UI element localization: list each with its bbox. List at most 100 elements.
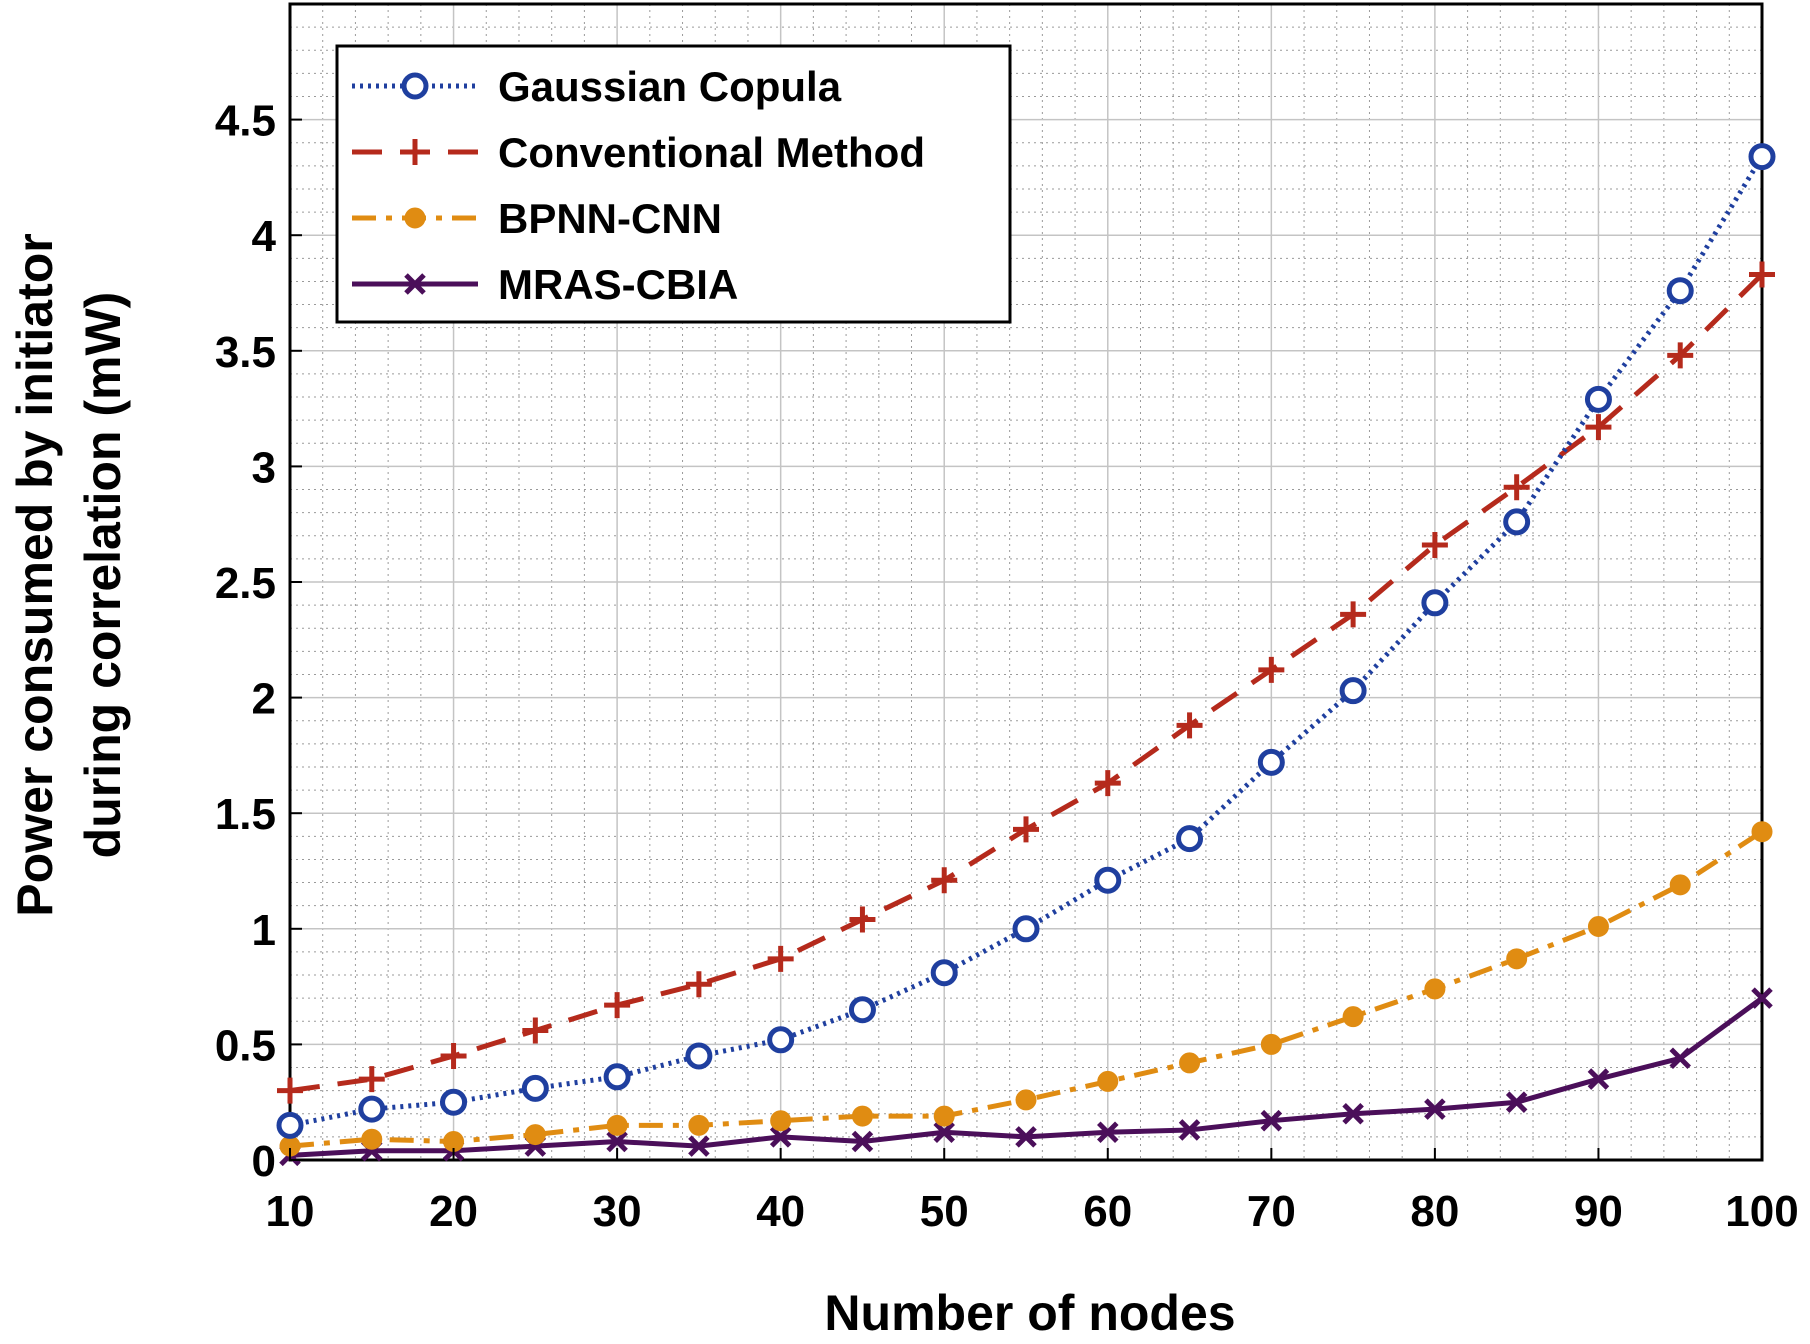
data-point-bpnn-cnn: [524, 1124, 546, 1146]
data-point-bpnn-cnn: [1669, 874, 1691, 896]
legend-entry-bpnn-cnn: BPNN-CNN: [352, 195, 722, 242]
x-tick-label: 20: [429, 1187, 478, 1236]
data-point-mras-cbia: [1587, 1068, 1610, 1090]
data-point-conventional-method: [440, 1042, 467, 1069]
data-point-bpnn-cnn: [1015, 1089, 1037, 1111]
data-point-gaussian-copula: [1012, 915, 1040, 943]
legend-label-gaussian-copula: Gaussian Copula: [498, 63, 842, 110]
data-point-bpnn-cnn: [1506, 948, 1528, 970]
y-tick-label: 1.5: [215, 790, 276, 839]
data-point-conventional-method: [849, 906, 876, 933]
data-point-bpnn-cnn: [1179, 1052, 1201, 1074]
data-point-gaussian-copula: [1748, 143, 1776, 171]
data-point-gaussian-copula: [1584, 385, 1612, 413]
x-tick-label: 100: [1725, 1187, 1798, 1236]
x-axis-label: Number of nodes: [824, 1285, 1235, 1341]
data-point-conventional-method: [1258, 656, 1285, 683]
data-point-gaussian-copula: [603, 1063, 631, 1091]
data-point-conventional-method: [277, 1077, 303, 1104]
x-tick-label: 90: [1574, 1187, 1623, 1236]
data-point-bpnn-cnn: [770, 1110, 792, 1132]
data-point-mras-cbia: [769, 1126, 792, 1148]
legend-entry-mras-cbia: MRAS-CBIA: [352, 261, 738, 308]
series-layer: [276, 143, 1776, 1167]
y-tick-label: 0: [252, 1137, 276, 1186]
data-point-gaussian-copula: [1666, 277, 1694, 305]
y-tick-label: 2.5: [215, 559, 276, 608]
x-tick-label: 70: [1247, 1187, 1296, 1236]
y-tick-label: 3: [252, 443, 276, 492]
data-point-gaussian-copula: [1339, 677, 1367, 705]
data-point-mras-cbia: [1260, 1109, 1283, 1132]
data-point-conventional-method: [522, 1017, 549, 1044]
data-point-bpnn-cnn: [1751, 821, 1773, 843]
data-point-gaussian-copula: [276, 1111, 304, 1139]
data-point-gaussian-copula: [1257, 748, 1285, 776]
data-point-mras-cbia: [1669, 1047, 1691, 1070]
data-point-gaussian-copula: [521, 1074, 549, 1102]
data-point-conventional-method: [604, 992, 631, 1019]
data-point-mras-cbia: [688, 1135, 710, 1157]
series-conventional-method: [277, 261, 1775, 1104]
data-point-conventional-method: [1585, 414, 1612, 441]
legend-entry-conventional-method: Conventional Method: [352, 129, 925, 176]
legend-label-mras-cbia: MRAS-CBIA: [498, 261, 738, 308]
series-line-conventional-method: [289, 272, 1764, 1094]
x-tick-label: 40: [756, 1187, 805, 1236]
legend-marker-conventional-method: [402, 139, 428, 165]
legend-marker-mras-cbia: [404, 273, 426, 295]
data-point-conventional-method: [1094, 770, 1121, 797]
data-point-bpnn-cnn: [933, 1105, 955, 1127]
data-point-mras-cbia: [606, 1130, 628, 1153]
series-line-mras-cbia: [289, 996, 1764, 1158]
data-point-conventional-method: [1503, 474, 1530, 501]
data-point-mras-cbia: [851, 1130, 874, 1153]
data-point-mras-cbia: [1015, 1126, 1037, 1148]
data-point-gaussian-copula: [767, 1026, 795, 1054]
legend-marker-gaussian-copula: [401, 72, 429, 100]
data-point-gaussian-copula: [1421, 589, 1449, 617]
legend-entry-gaussian-copula: Gaussian Copula: [352, 63, 842, 110]
data-point-conventional-method: [1176, 712, 1203, 739]
data-point-conventional-method: [1340, 601, 1367, 628]
legend-box: [335, 44, 1012, 324]
x-tick-label: 30: [593, 1187, 642, 1236]
data-point-bpnn-cnn: [361, 1128, 383, 1150]
data-point-conventional-method: [931, 867, 958, 894]
data-point-gaussian-copula: [685, 1042, 713, 1070]
data-point-mras-cbia: [1424, 1098, 1446, 1120]
data-point-conventional-method: [767, 945, 794, 972]
y-tick-label: 1: [252, 906, 276, 955]
x-tick-label: 50: [920, 1187, 969, 1236]
series-bpnn-cnn: [279, 821, 1773, 1157]
y-axis-label: Power consumed by initiator during corre…: [7, 233, 131, 916]
y-axis-label-line-1: Power consumed by initiator: [7, 233, 63, 916]
data-point-conventional-method: [1749, 261, 1775, 288]
data-point-bpnn-cnn: [1097, 1070, 1119, 1092]
data-point-mras-cbia: [1505, 1091, 1528, 1113]
y-axis-ticks: 0 0.5 1 1.5 2 2.5 3 3.5 4 4.5: [215, 97, 302, 1186]
x-tick-label: 10: [266, 1187, 315, 1236]
y-tick-label: 0.5: [215, 1021, 276, 1070]
data-point-mras-cbia: [1178, 1119, 1201, 1141]
data-point-bpnn-cnn: [851, 1105, 873, 1127]
data-point-conventional-method: [358, 1066, 385, 1093]
data-point-mras-cbia: [1751, 987, 1773, 1009]
data-point-conventional-method: [1421, 532, 1448, 559]
legend-marker-bpnn-cnn: [404, 207, 426, 229]
data-point-bpnn-cnn: [606, 1114, 628, 1136]
data-point-gaussian-copula: [1094, 866, 1122, 894]
data-point-bpnn-cnn: [1342, 1006, 1364, 1028]
data-point-gaussian-copula: [930, 959, 958, 987]
legend-label-bpnn-cnn: BPNN-CNN: [498, 195, 722, 242]
y-axis-label-line-2: during correlation (mW): [75, 292, 131, 859]
data-point-conventional-method: [1013, 816, 1039, 843]
data-point-mras-cbia: [1342, 1102, 1364, 1125]
data-point-bpnn-cnn: [1260, 1033, 1282, 1055]
data-point-mras-cbia: [933, 1121, 955, 1144]
y-tick-label: 4.5: [215, 97, 276, 146]
legend-label-conventional-method: Conventional Method: [498, 129, 925, 176]
data-point-conventional-method: [1667, 342, 1694, 369]
data-point-mras-cbia: [1097, 1121, 1119, 1144]
